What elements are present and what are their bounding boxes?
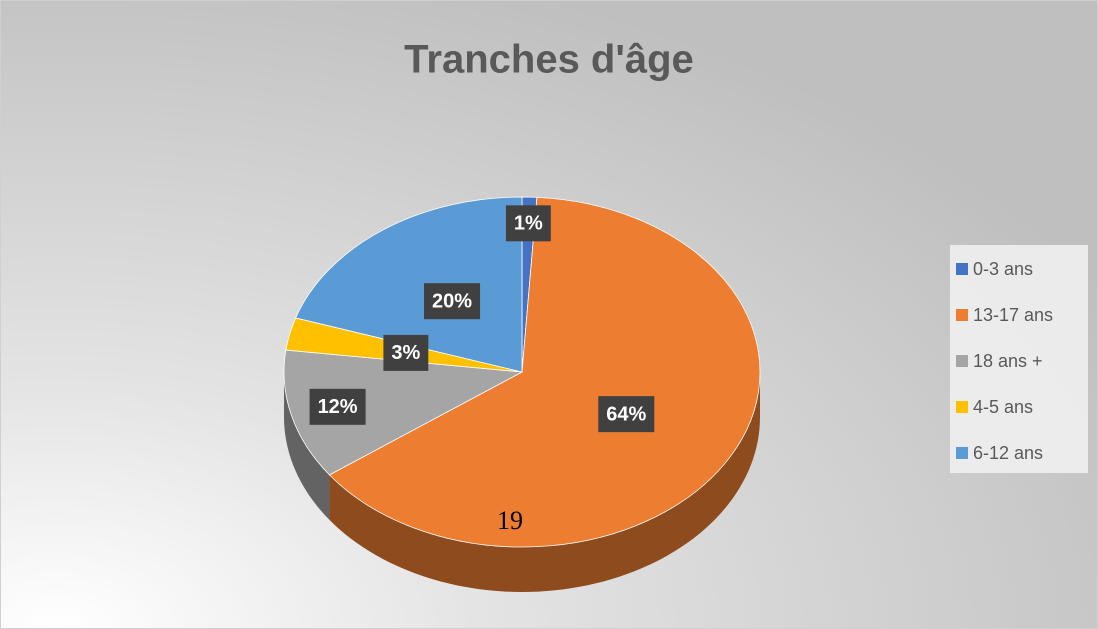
legend-swatch (956, 309, 968, 321)
chart-title: Tranches d'âge (404, 38, 694, 82)
slice (295, 196, 523, 373)
data-label-box (309, 388, 366, 425)
slice-side (284, 372, 330, 520)
slice (283, 349, 524, 476)
data-label-box (383, 334, 429, 371)
legend (950, 245, 1088, 473)
slice (328, 196, 761, 548)
legend-swatch (956, 401, 968, 413)
data-labels: 1% 64% 12% 3% 20% (309, 205, 655, 433)
legend-label: 13-17 ans (973, 305, 1053, 325)
slice-side (329, 372, 760, 592)
pie (283, 196, 761, 592)
legend-label: 18 ans + (973, 351, 1043, 371)
data-label: 64% (598, 396, 655, 433)
data-label-box (505, 205, 551, 242)
legend-label: 4-5 ans (973, 397, 1033, 417)
legend-swatch (956, 263, 968, 275)
data-label: 20% (424, 283, 481, 320)
legend-items: 0-3 ans 13-17 ans 18 ans + 4-5 ans 6-12 ans (956, 259, 1053, 463)
data-label-text: 12% (318, 396, 358, 418)
data-label-box (424, 283, 481, 320)
legend-swatch (956, 447, 968, 459)
legend-label: 6-12 ans (973, 443, 1043, 463)
data-label-text: 1% (514, 213, 543, 235)
data-label-text: 3% (391, 342, 420, 364)
legend-label: 0-3 ans (973, 259, 1033, 279)
legend-swatch (956, 355, 968, 367)
data-label-text: 20% (432, 290, 472, 312)
data-label: 1% (505, 205, 551, 242)
data-label-box (598, 396, 655, 433)
data-label: 3% (383, 334, 429, 371)
data-label: 12% (309, 388, 366, 425)
annotation: 19 (497, 506, 523, 535)
data-label-text: 64% (606, 403, 646, 425)
